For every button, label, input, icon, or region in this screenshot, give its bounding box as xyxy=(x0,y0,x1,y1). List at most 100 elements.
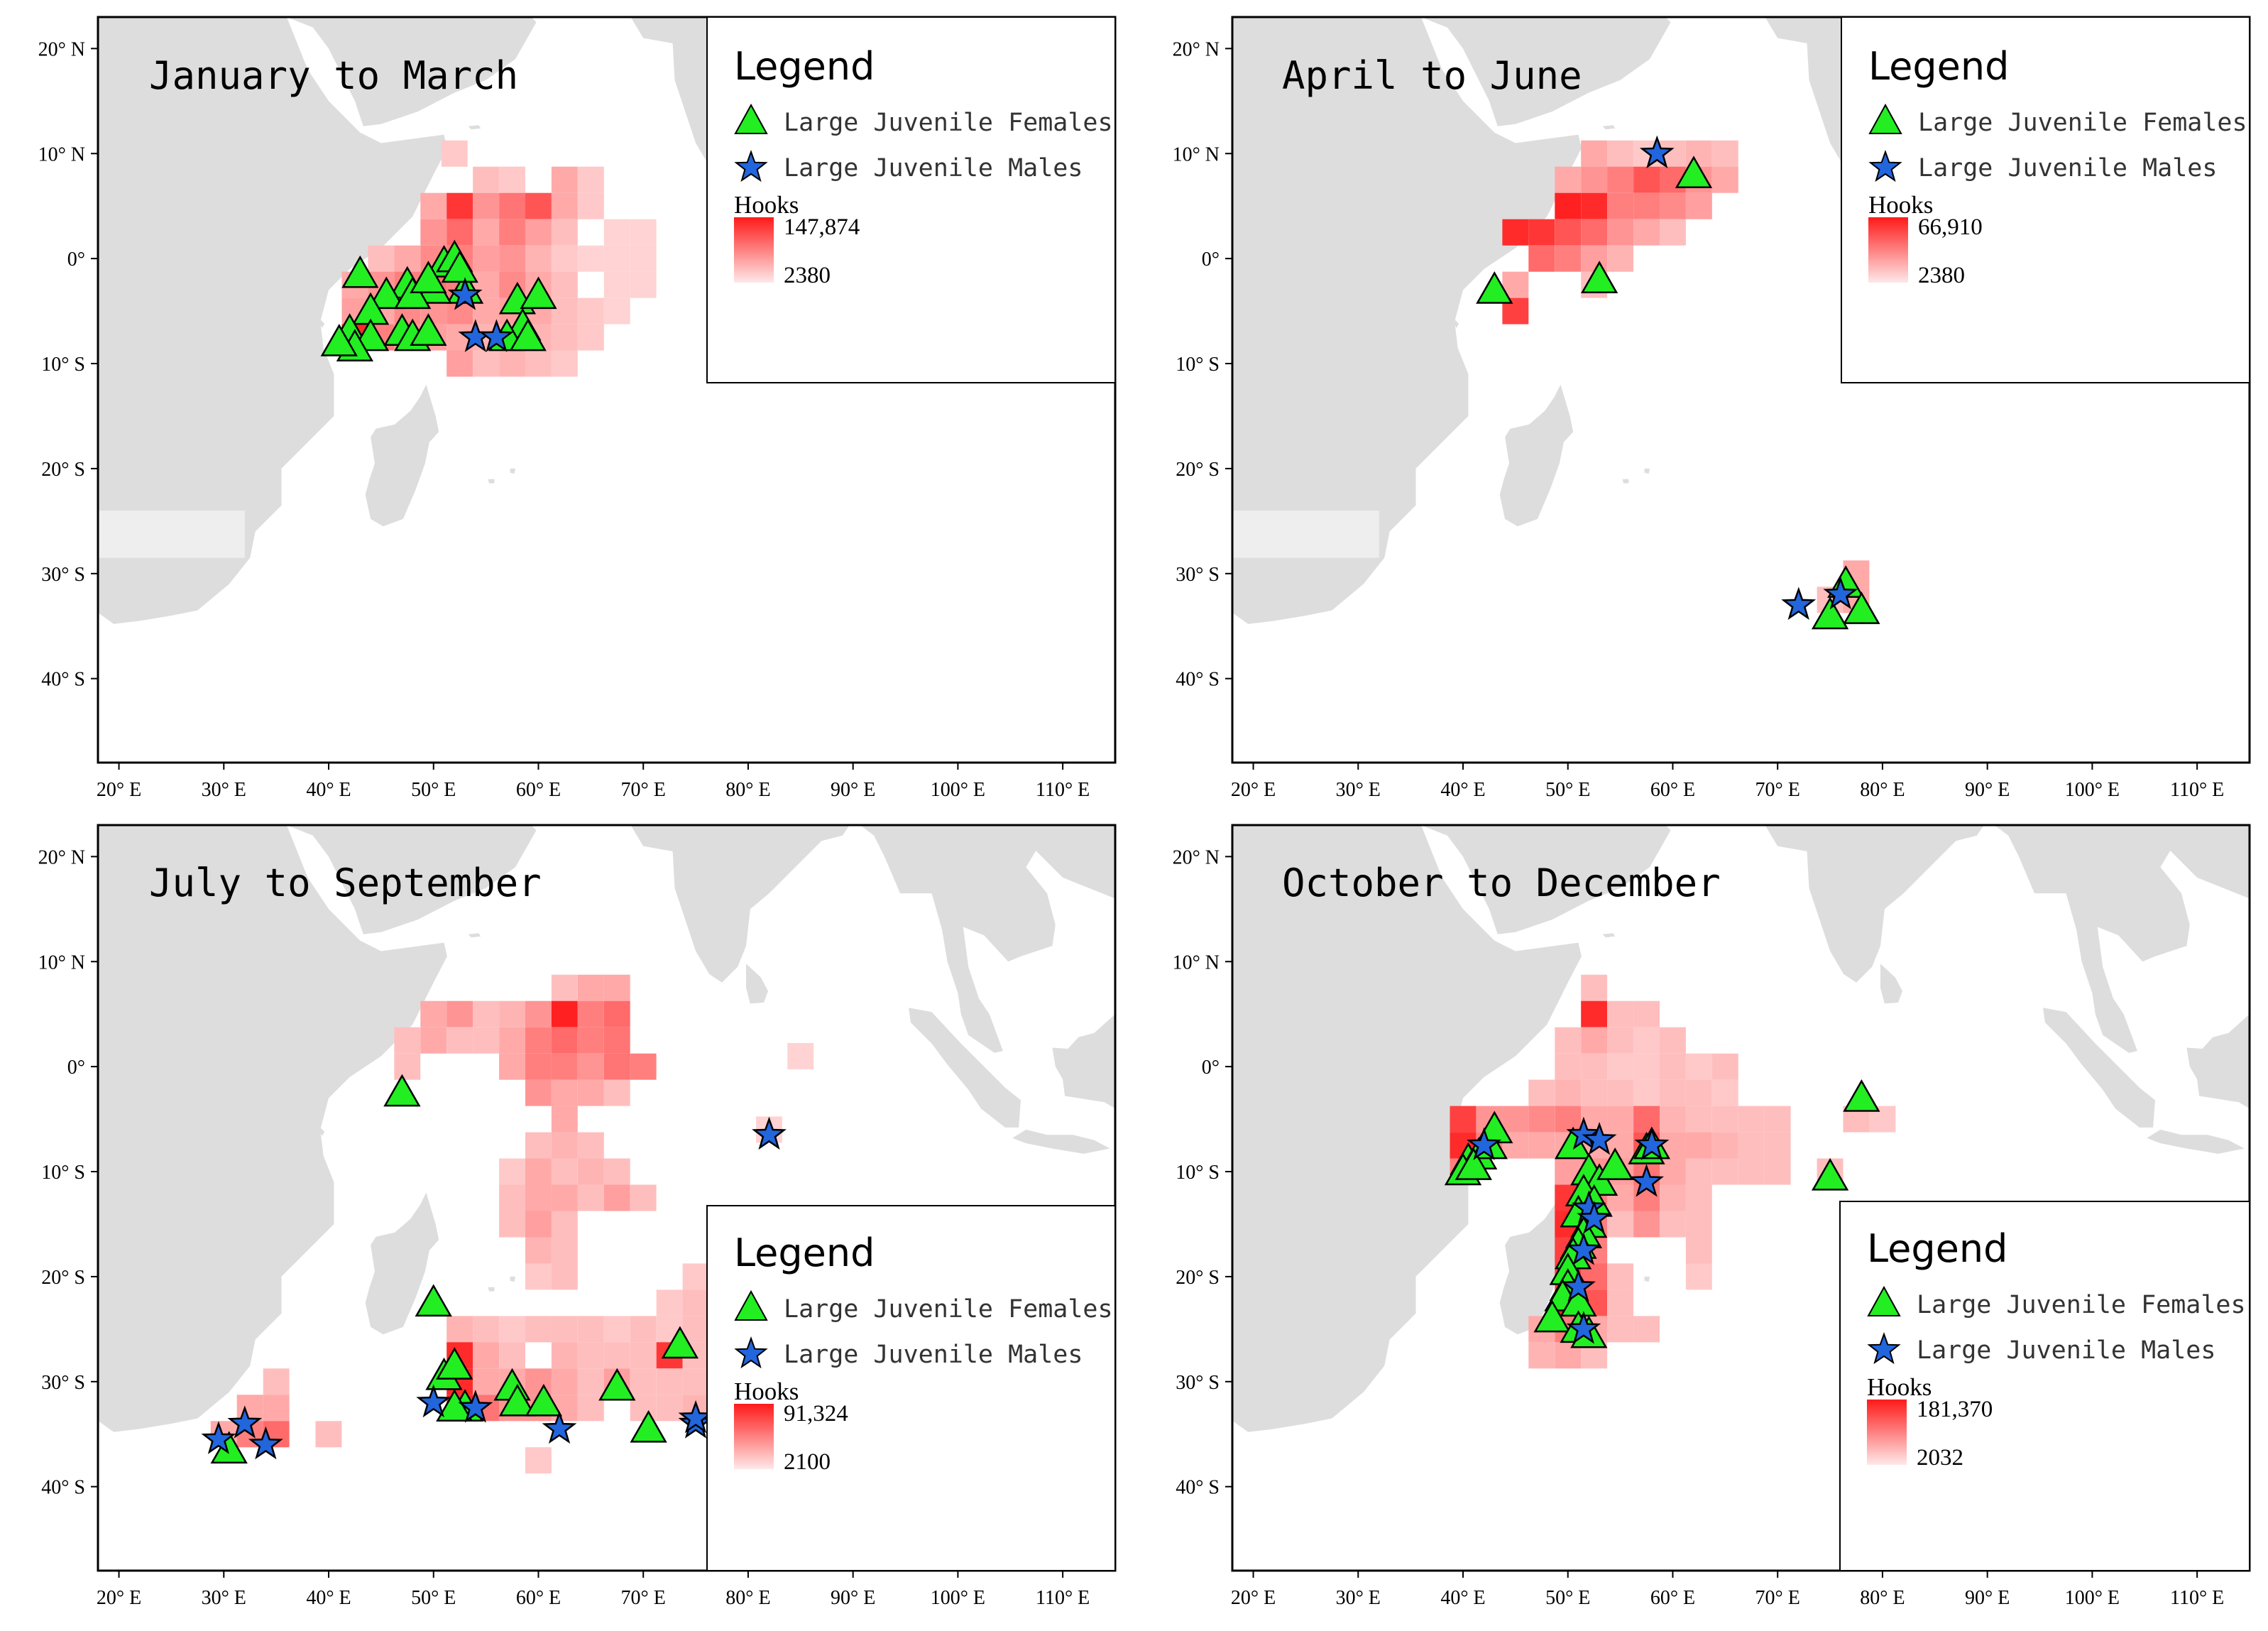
hooks-effort-grid xyxy=(1502,140,1870,613)
axis-ticks: 20° E 30° E 40° E 50° E 60° E 70° E 80° E 90° E… xyxy=(38,846,1090,1609)
x-tick-label: 60° E xyxy=(1650,1587,1695,1609)
y-tick-label: 40° S xyxy=(1176,669,1220,691)
effort-cell xyxy=(1633,1316,1660,1343)
effort-cell xyxy=(1581,1053,1608,1080)
effort-cell xyxy=(1555,192,1582,219)
effort-cell xyxy=(1581,1027,1608,1054)
effort-cell xyxy=(473,219,499,246)
male-marker xyxy=(1634,1127,1670,1160)
effort-cell xyxy=(447,1000,473,1027)
y-tick-label: 20° N xyxy=(1173,38,1220,60)
legend-male-icon xyxy=(734,150,768,182)
panel-title: January to March xyxy=(149,53,518,98)
x-tick-label: 40° E xyxy=(306,779,351,801)
effort-cell xyxy=(656,1368,683,1395)
effort-cell xyxy=(682,1316,709,1343)
effort-cell xyxy=(551,245,578,272)
land-mass xyxy=(1420,825,1671,934)
y-tick-label: 30° S xyxy=(1176,564,1220,586)
effort-cell xyxy=(499,166,525,193)
effort-cell xyxy=(630,1368,657,1395)
effort-cell xyxy=(499,1342,525,1369)
legend-male-label: Large Juvenile Males xyxy=(1918,154,2217,182)
x-tick-label: 30° E xyxy=(202,779,246,801)
land-mass xyxy=(630,825,1115,1053)
effort-cell xyxy=(551,1027,578,1054)
y-tick-label: 40° S xyxy=(41,669,85,691)
effort-cell xyxy=(603,1053,630,1080)
land-mass xyxy=(989,825,1115,899)
effort-cell xyxy=(315,1421,342,1448)
y-tick-label: 10° N xyxy=(38,951,85,973)
effort-cell xyxy=(473,1316,499,1343)
effort-cell xyxy=(551,298,578,324)
effort-cell xyxy=(499,192,525,219)
effort-cell xyxy=(603,974,630,1001)
male-marker xyxy=(201,1421,236,1454)
land-mass xyxy=(1644,1276,1650,1282)
effort-cell xyxy=(1738,1132,1765,1159)
effort-cell xyxy=(1607,1316,1633,1343)
x-tick-label: 110° E xyxy=(2170,779,2224,801)
effort-cell xyxy=(551,271,578,298)
x-tick-label: 40° E xyxy=(1440,1587,1485,1609)
effort-cell xyxy=(368,245,395,272)
effort-cell xyxy=(551,1368,578,1395)
land-mass xyxy=(319,319,325,328)
effort-cell xyxy=(630,1053,657,1080)
legend-female-icon xyxy=(1868,103,1902,134)
land-mass xyxy=(2043,1008,2155,1128)
effort-cell xyxy=(603,1158,630,1185)
effort-cell xyxy=(577,974,604,1001)
legend-hooks-min: 2032 xyxy=(1917,1445,1963,1471)
effort-cell xyxy=(525,1053,552,1080)
effort-cell xyxy=(1581,140,1608,167)
axis-ticks: 20° E 30° E 40° E 50° E 60° E 70° E 80° E 90° E… xyxy=(1173,846,2225,1609)
legend-hooks-label: Hooks xyxy=(734,191,799,219)
legend-box: Legend Large Juvenile Females Large Juveni… xyxy=(706,1205,1116,1571)
effort-cell xyxy=(1738,1106,1765,1133)
effort-cell xyxy=(394,1053,421,1080)
effort-cell xyxy=(551,1053,578,1080)
effort-cell xyxy=(1555,1106,1582,1133)
land-mass xyxy=(98,825,447,1432)
legend-hooks-label: Hooks xyxy=(1867,1373,1932,1401)
effort-cell xyxy=(656,1289,683,1316)
y-tick-label: 20° N xyxy=(1173,846,1220,868)
effort-cell xyxy=(499,1000,525,1027)
land-mass xyxy=(746,964,768,1004)
y-tick-label: 0° xyxy=(67,249,85,271)
effort-cell xyxy=(499,1316,525,1343)
legend-box: Legend Large Juvenile Females Large Juveni… xyxy=(706,16,1116,383)
male-marker xyxy=(1566,1116,1601,1150)
x-tick-label: 90° E xyxy=(1965,1587,2010,1609)
legend-box: Legend Large Juvenile Females Large Juveni… xyxy=(1841,16,2250,383)
effort-cell xyxy=(1633,1211,1660,1238)
effort-cell xyxy=(447,1027,473,1054)
effort-cell xyxy=(551,1184,578,1211)
effort-cell xyxy=(603,1184,630,1211)
female-marker xyxy=(1476,271,1513,304)
female-marker xyxy=(598,1368,636,1401)
y-tick-label: 30° S xyxy=(41,564,85,586)
y-tick-label: 40° S xyxy=(41,1477,85,1499)
land-mass xyxy=(1602,933,1616,938)
land-mass xyxy=(468,933,481,938)
effort-cell xyxy=(1581,166,1608,193)
effort-cell xyxy=(1555,1053,1582,1080)
x-tick-label: 90° E xyxy=(831,779,875,801)
male-marker xyxy=(1629,1164,1665,1197)
x-tick-label: 110° E xyxy=(2170,1587,2224,1609)
male-marker xyxy=(447,277,483,310)
effort-cell xyxy=(1607,192,1633,219)
land-mass xyxy=(1420,17,1671,126)
effort-cell xyxy=(1633,1027,1660,1054)
effort-cell xyxy=(551,166,578,193)
effort-cell xyxy=(1581,1000,1608,1027)
effort-cell xyxy=(1581,1079,1608,1106)
land-mass xyxy=(909,1008,1021,1128)
legend-male-label: Large Juvenile Males xyxy=(784,154,1083,182)
effort-cell xyxy=(420,219,447,246)
legend-hooks-min: 2380 xyxy=(784,263,831,288)
